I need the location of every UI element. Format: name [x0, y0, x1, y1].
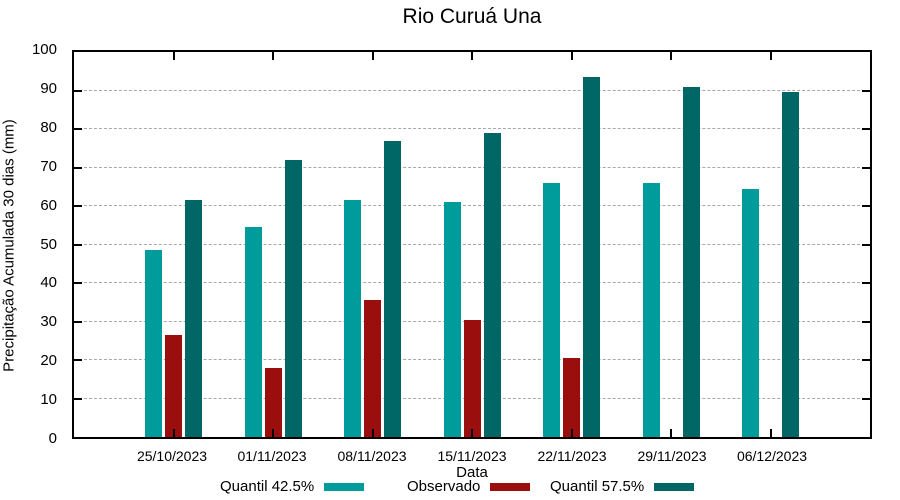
bar-quantil-42-5--29/11/2023 [642, 182, 660, 437]
x-tick-mark [272, 52, 274, 60]
legend-label: Observado [407, 478, 481, 495]
y-tick-mark [862, 205, 870, 207]
bar-quantil-42-5--06/12/2023 [742, 188, 759, 437]
bar-cluster-06/12/2023 [742, 52, 799, 437]
plot-area [72, 50, 872, 439]
x-axis-label: Data [456, 464, 488, 481]
gridline-60 [74, 205, 870, 206]
y-tick-mark [862, 166, 870, 169]
y-tick-mark [862, 128, 870, 130]
bar-quantil-42-5--01/11/2023 [244, 227, 262, 437]
bar-observado-08/11/2023 [364, 300, 381, 437]
x-tick-mark [670, 429, 672, 437]
bar-cluster-25/10/2023 [145, 52, 202, 437]
y-tick-mark [74, 359, 82, 361]
x-tick-mark [371, 52, 374, 60]
gridline-90 [74, 89, 870, 91]
y-tick-mark [862, 243, 870, 246]
y-tick-label-60: 60 [40, 196, 57, 214]
x-tick-label-29/11/2023: 29/11/2023 [637, 448, 707, 464]
legend-swatch [490, 482, 531, 491]
bar-observado-15/11/2023 [463, 319, 481, 437]
bar-quantil-57-5--25/10/2023 [185, 200, 202, 437]
y-tick-mark [862, 320, 870, 323]
bar-quantil-42-5--08/11/2023 [344, 200, 361, 437]
y-tick-label-80: 80 [40, 118, 57, 136]
bar-quantil-57-5--29/11/2023 [682, 86, 700, 437]
bar-cluster-29/11/2023 [642, 52, 700, 437]
x-tick-label-15/11/2023: 15/11/2023 [437, 448, 507, 464]
x-tick-mark [570, 429, 573, 437]
gridline-40 [74, 282, 870, 283]
gridline-50 [74, 243, 870, 245]
y-tick-mark [74, 205, 82, 207]
x-tick-label-25/10/2023: 25/10/2023 [136, 448, 208, 464]
y-tick-label-0: 0 [48, 430, 57, 447]
bar-observado-01/11/2023 [264, 367, 282, 437]
y-tick-mark [74, 243, 82, 246]
x-tick-mark [570, 52, 573, 60]
y-tick-mark [74, 89, 82, 92]
y-tick-label-70: 70 [40, 157, 57, 175]
x-tick-label-06/12/2023: 06/12/2023 [736, 448, 808, 464]
bar-cluster-08/11/2023 [344, 52, 401, 437]
x-tick-mark [471, 429, 473, 437]
y-tick-label-50: 50 [40, 235, 57, 253]
y-tick-mark [74, 397, 82, 400]
y-tick-mark [74, 128, 82, 130]
y-tick-mark [862, 359, 870, 361]
legend-item-quantil-57-5-: Quantil 57.5% [550, 478, 695, 495]
x-tick-mark [272, 429, 274, 437]
x-tick-mark [670, 52, 672, 60]
legend-label: Quantil 42.5% [220, 478, 315, 495]
x-tick-mark [371, 429, 374, 437]
bar-quantil-57-5--15/11/2023 [483, 132, 501, 437]
chart-title: Rio Curuá Una [402, 5, 542, 28]
bar-quantil-42-5--22/11/2023 [543, 182, 560, 437]
legend-item-observado: Observado [407, 478, 531, 495]
y-tick-label-100: 100 [31, 41, 57, 58]
x-tick-mark [172, 52, 175, 60]
bar-cluster-22/11/2023 [543, 52, 600, 437]
bar-observado-25/10/2023 [165, 334, 182, 437]
x-tick-mark [471, 52, 473, 60]
y-tick-mark [74, 166, 82, 169]
x-tick-label-01/11/2023: 01/11/2023 [237, 448, 307, 464]
bar-cluster-15/11/2023 [443, 52, 501, 437]
bar-quantil-42-5--15/11/2023 [443, 202, 461, 437]
bar-quantil-57-5--01/11/2023 [284, 159, 302, 437]
x-tick-label-08/11/2023: 08/11/2023 [337, 448, 407, 464]
x-tick-mark [172, 429, 175, 437]
y-tick-label-90: 90 [40, 79, 57, 97]
y-tick-mark [862, 397, 870, 400]
y-tick-labels: 0 10 20 30 40 50 60 70 80 90 100 [0, 41, 63, 447]
y-tick-mark [74, 320, 82, 323]
x-tick-mark [769, 52, 772, 60]
bar-observado-22/11/2023 [563, 358, 580, 437]
y-tick-label-30: 30 [40, 313, 57, 331]
x-tick-label-22/11/2023: 22/11/2023 [537, 448, 607, 464]
y-tick-label-20: 20 [40, 352, 57, 370]
legend-swatch [654, 482, 695, 491]
y-tick-mark [74, 282, 82, 284]
x-tick-mark [769, 429, 772, 437]
bar-quantil-57-5--06/12/2023 [782, 92, 799, 437]
bar-quantil-42-5--25/10/2023 [145, 250, 162, 437]
y-tick-mark [862, 282, 870, 284]
y-tick-label-10: 10 [40, 391, 57, 409]
gridline-80 [74, 128, 870, 129]
bar-quantil-57-5--08/11/2023 [384, 140, 401, 437]
legend-swatch [324, 482, 365, 491]
legend-label: Quantil 57.5% [550, 478, 645, 495]
gridline-70 [74, 166, 870, 168]
y-tick-mark [862, 89, 870, 92]
y-tick-label-40: 40 [40, 274, 57, 292]
legend-item-quantil-42-5-: Quantil 42.5% [220, 478, 365, 495]
bar-quantil-57-5--22/11/2023 [583, 77, 600, 437]
bar-cluster-01/11/2023 [244, 52, 302, 437]
